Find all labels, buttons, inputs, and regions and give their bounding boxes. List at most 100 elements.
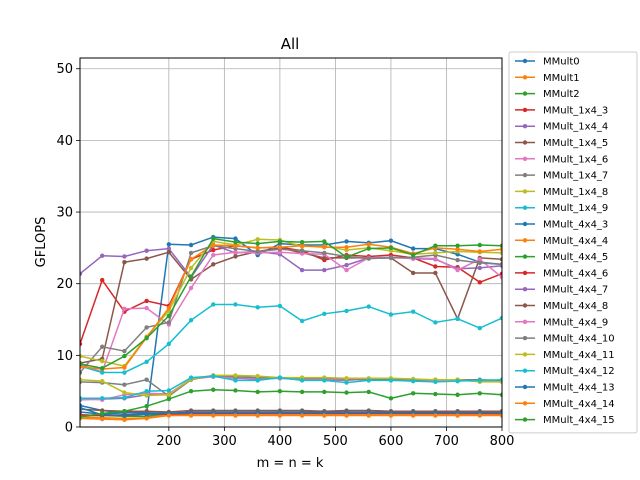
legend-item: MMult1	[515, 73, 580, 84]
data-point	[433, 250, 438, 256]
legend-label: MMult_1x4_8	[543, 187, 608, 198]
data-point	[455, 247, 460, 252]
legend-marker	[522, 368, 528, 373]
legend-marker	[522, 417, 528, 422]
data-point	[499, 413, 502, 418]
data-point	[233, 243, 238, 248]
data-point	[455, 267, 460, 273]
data-point	[322, 250, 327, 256]
data-point	[455, 378, 460, 384]
data-point	[188, 375, 194, 380]
data-point	[188, 285, 194, 291]
data-point	[499, 243, 502, 248]
x-axis-label: m = n = k	[257, 456, 324, 471]
legend: MMult0 MMult1 MMult2 MMult_1x4_3 MMult_1x4_4…	[508, 51, 638, 434]
legend-marker	[522, 319, 528, 324]
data-point	[477, 280, 482, 285]
data-point	[277, 413, 283, 418]
data-point	[255, 389, 260, 395]
legend-item: MMult_4x4_5	[515, 252, 608, 263]
axis-ticks: 200 300 400 500 600 700 800 0 10 20 30 40 50	[56, 62, 514, 449]
data-point	[499, 257, 502, 262]
legend-label: MMult_1x4_5	[543, 138, 608, 149]
legend-label: MMult_4x4_12	[543, 366, 615, 377]
data-point	[80, 370, 83, 375]
data-point	[144, 305, 149, 311]
data-point	[499, 250, 502, 256]
data-point	[366, 378, 371, 383]
data-point	[366, 304, 371, 309]
data-point	[166, 246, 172, 251]
data-point	[211, 252, 216, 258]
legend-item: MMult_4x4_3	[515, 220, 608, 231]
data-point	[455, 257, 460, 263]
series-line	[80, 251, 502, 373]
legend-marker	[522, 91, 528, 96]
data-point	[277, 303, 283, 309]
series-line	[80, 414, 502, 421]
data-point	[322, 389, 327, 395]
data-point	[433, 413, 438, 418]
data-point	[122, 260, 127, 265]
legend-label: MMult_4x4_13	[543, 383, 615, 394]
data-point	[344, 380, 349, 385]
data-point	[299, 318, 305, 324]
data-point	[388, 413, 394, 418]
data-point	[344, 267, 349, 273]
legend-label: MMult_4x4_10	[543, 334, 615, 345]
legend-item: MMult_4x4_4	[515, 236, 608, 247]
legend-label: MMult_4x4_4	[543, 236, 608, 247]
data-point	[477, 413, 482, 418]
legend-label: MMult_4x4_5	[543, 252, 608, 263]
legend-marker	[522, 75, 528, 80]
x-tick-label: 400	[267, 434, 292, 449]
series-line	[80, 237, 502, 369]
series-line	[80, 303, 502, 374]
data-point	[410, 270, 416, 276]
data-point	[80, 414, 83, 420]
data-point	[277, 244, 283, 250]
data-point	[144, 377, 149, 382]
data-point	[410, 378, 416, 384]
legend-marker	[522, 140, 528, 145]
data-point	[166, 313, 172, 319]
legend-label: MMult_1x4_7	[543, 171, 608, 182]
data-point	[211, 247, 216, 253]
data-point	[144, 335, 149, 341]
legend-label: MMult_4x4_8	[543, 301, 608, 312]
data-point	[188, 388, 194, 394]
data-point	[455, 413, 460, 418]
data-point	[122, 382, 127, 387]
data-point	[322, 239, 327, 244]
data-point	[233, 302, 238, 307]
x-tick-label: 300	[212, 434, 237, 449]
data-point	[255, 249, 260, 254]
data-point	[388, 396, 394, 401]
legend-label: MMult_4x4_3	[543, 220, 608, 231]
data-point	[433, 243, 438, 248]
legend-marker	[522, 205, 528, 210]
data-point	[477, 325, 482, 331]
x-tick-label: 800	[490, 434, 515, 449]
legend-marker	[522, 303, 528, 308]
data-point	[233, 378, 238, 383]
series-mmult-4x4-15	[80, 387, 502, 420]
legend-label: MMult_4x4_9	[543, 317, 608, 328]
data-point	[433, 270, 438, 276]
data-point	[477, 249, 482, 254]
legend-item: MMult_1x4_3	[515, 105, 608, 116]
series-mmult-4x4-5	[80, 236, 502, 371]
data-point	[100, 370, 105, 375]
data-point	[122, 348, 127, 354]
data-point	[344, 244, 349, 250]
data-point	[344, 254, 349, 260]
legend-marker	[522, 58, 528, 64]
data-point	[499, 275, 502, 280]
data-point	[477, 391, 482, 396]
data-point	[299, 243, 305, 248]
data-point	[144, 325, 149, 330]
data-point	[388, 255, 394, 261]
data-point	[366, 242, 371, 247]
data-point	[233, 239, 238, 245]
data-point	[80, 271, 83, 276]
